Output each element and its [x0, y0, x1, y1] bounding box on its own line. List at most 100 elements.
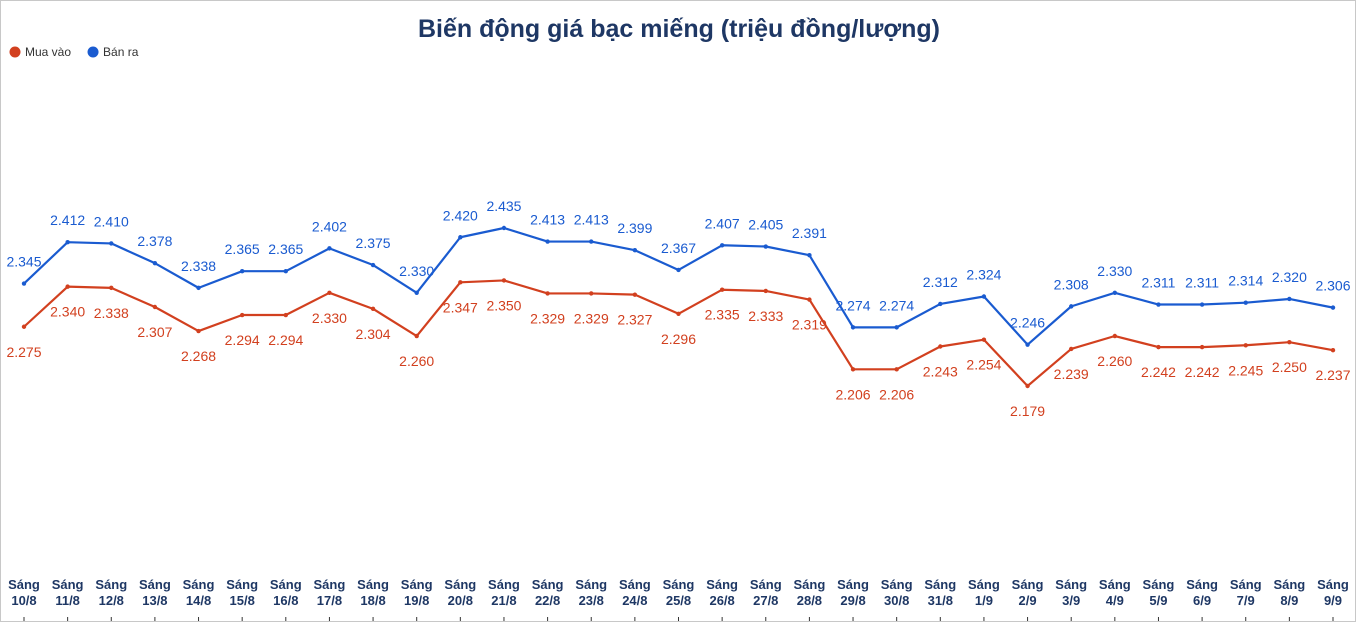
x-tick-label: Sáng 27/8: [749, 577, 782, 608]
x-tick-label: Sáng 5/9: [1142, 577, 1175, 608]
data-label: 2.274: [836, 297, 871, 313]
data-point: [458, 280, 463, 285]
data-label: 2.243: [923, 364, 958, 380]
data-point: [1243, 300, 1248, 305]
data-point: [109, 285, 114, 291]
data-point: [1287, 339, 1292, 345]
legend-label: Mua vào: [25, 45, 71, 59]
x-tick-label: Sáng 7/9: [1229, 577, 1262, 608]
data-label: 2.312: [923, 274, 958, 290]
data-point: [327, 290, 332, 296]
data-point: [1330, 305, 1336, 310]
data-label: 2.330: [399, 263, 434, 279]
data-label: 2.413: [530, 212, 565, 228]
data-label: 2.378: [137, 233, 172, 249]
data-point: [21, 281, 27, 286]
data-point: [21, 324, 27, 329]
data-label: 2.206: [836, 386, 871, 402]
x-tick-label: Sáng 10/8: [8, 577, 40, 608]
x-tick-label: Sáng 6/9: [1186, 577, 1218, 608]
data-label: 2.307: [137, 324, 172, 340]
x-tick-label: Sáng 12/8: [95, 577, 128, 608]
data-point: [719, 287, 725, 292]
data-point: [545, 291, 550, 296]
data-point: [196, 285, 201, 291]
data-label: 2.407: [705, 215, 740, 231]
data-point: [938, 344, 943, 349]
data-label: 2.435: [486, 198, 521, 214]
data-point: [109, 241, 114, 246]
data-label: 2.327: [617, 312, 652, 328]
data-label: 2.365: [225, 241, 260, 257]
data-point: [676, 267, 681, 273]
data-point: [938, 301, 943, 307]
data-point: [981, 337, 987, 342]
data-point: [327, 246, 332, 251]
data-label: 2.260: [1097, 353, 1132, 369]
data-point: [370, 262, 376, 268]
data-point: [152, 260, 158, 266]
data-label: 2.237: [1315, 367, 1350, 383]
x-tick-label: Sáng 2/9: [1011, 577, 1044, 608]
data-label: 2.347: [443, 299, 478, 315]
data-label: 2.274: [879, 297, 914, 313]
data-label: 2.260: [399, 353, 434, 369]
data-label: 2.375: [356, 235, 391, 251]
x-tick-label: Sáng 17/8: [313, 577, 346, 608]
x-tick-label: Sáng 29/8: [837, 577, 869, 608]
data-point: [1025, 342, 1030, 347]
data-point: [1069, 346, 1074, 352]
data-point: [589, 239, 594, 244]
data-label: 2.246: [1010, 315, 1045, 331]
data-label: 2.399: [617, 220, 652, 236]
x-tick-label: Sáng 9/9: [1317, 577, 1349, 608]
data-point: [152, 304, 158, 310]
data-point: [283, 312, 288, 318]
data-point: [1243, 343, 1248, 348]
x-tick-label: Sáng 26/8: [706, 577, 739, 608]
data-label: 2.239: [1054, 366, 1089, 382]
data-label: 2.311: [1141, 275, 1175, 291]
data-label: 2.410: [94, 213, 129, 229]
x-tick-label: Sáng 24/8: [618, 577, 651, 608]
x-tick-label: Sáng 20/8: [444, 577, 477, 608]
data-point: [458, 235, 463, 240]
x-tick-label: Sáng 8/9: [1273, 577, 1306, 608]
data-label: 2.324: [966, 267, 1001, 283]
data-label: 2.405: [748, 217, 783, 233]
data-label: 2.420: [443, 207, 478, 223]
data-label: 2.308: [1054, 276, 1089, 292]
data-label: 2.350: [486, 297, 521, 313]
x-tick-label: Sáng 21/8: [488, 577, 520, 608]
x-tick-label: Sáng 4/9: [1098, 577, 1131, 608]
data-point: [981, 294, 987, 299]
x-tick-label: Sáng 30/8: [880, 577, 913, 608]
chart-title: Biến động giá bạc miếng (triệu đồng/lượn…: [418, 15, 940, 43]
data-point: [65, 284, 70, 289]
data-point: [370, 306, 376, 312]
data-label: 2.340: [50, 304, 85, 320]
data-point: [1069, 304, 1074, 309]
data-point: [1287, 296, 1292, 302]
data-point: [894, 325, 899, 330]
x-tick-label: Sáng 19/8: [400, 577, 433, 608]
data-label: 2.365: [268, 241, 303, 257]
data-label: 2.314: [1228, 273, 1263, 289]
data-label: 2.294: [225, 332, 260, 348]
data-label: 2.330: [312, 310, 347, 326]
data-point: [283, 269, 288, 274]
data-point: [501, 225, 507, 231]
legend-marker: [87, 46, 99, 58]
data-point: [1156, 344, 1161, 350]
data-point: [676, 311, 681, 316]
data-point: [501, 278, 507, 283]
data-point: [1025, 383, 1030, 389]
data-label: 2.304: [356, 326, 391, 342]
data-label: 2.329: [574, 310, 609, 326]
data-label: 2.311: [1185, 275, 1219, 291]
data-label: 2.254: [966, 357, 1001, 373]
legend-label: Bán ra: [103, 45, 139, 59]
x-tick-label: Sáng 11/8: [51, 577, 84, 608]
x-tick-label: Sáng 31/8: [924, 577, 957, 608]
